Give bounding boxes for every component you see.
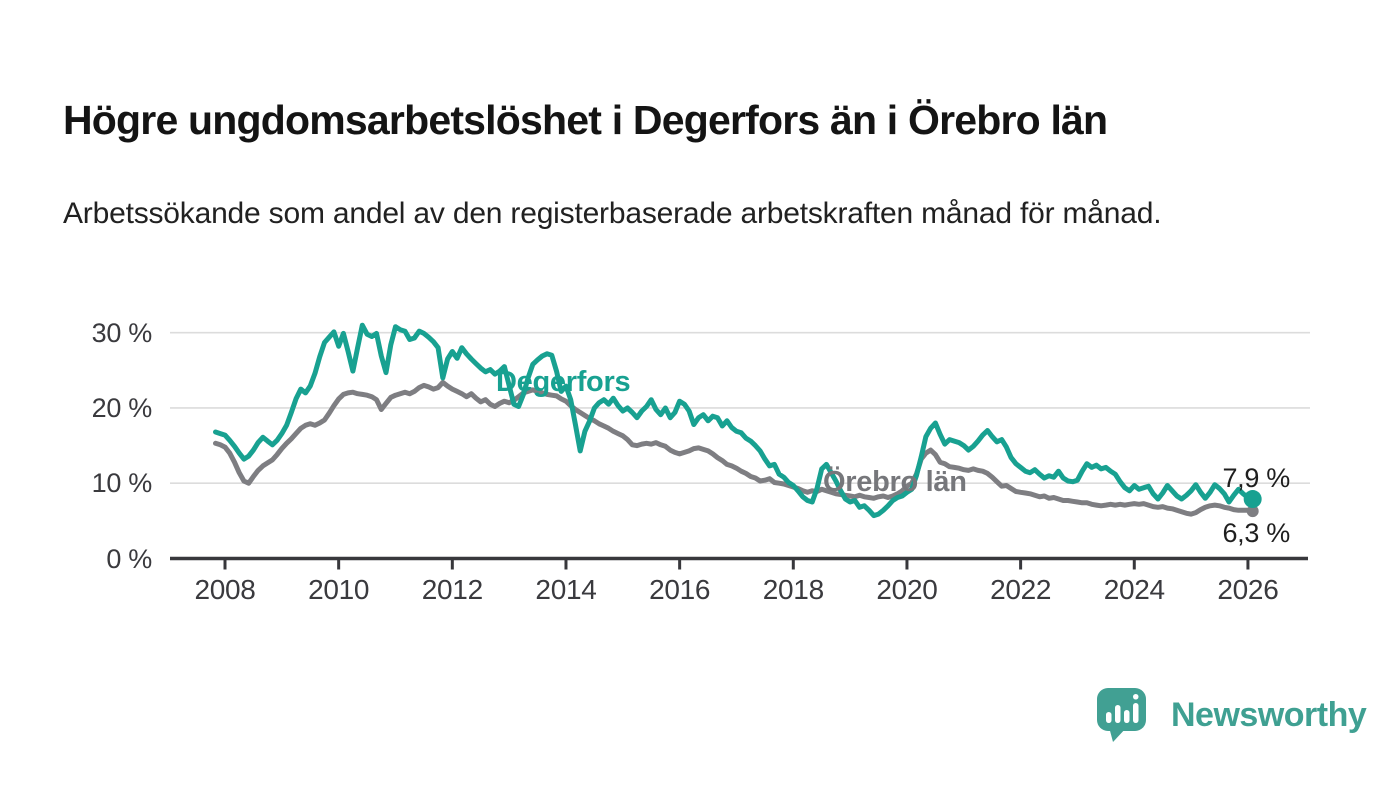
x-tick-label-2010: 2010: [308, 574, 370, 605]
x-tick-label-2016: 2016: [649, 574, 711, 605]
series-line-degerfors: [213, 322, 1256, 519]
newsworthy-speech-bubble-icon: [1097, 688, 1146, 742]
series-label-orebro: Örebro län: [823, 466, 967, 498]
x-tick-label-2022: 2022: [990, 574, 1052, 605]
x-tick-label-2026: 2026: [1217, 574, 1279, 605]
newsworthy-logo-text: Newsworthy: [1171, 696, 1367, 734]
series-end-dot-orebro: [1246, 505, 1259, 518]
y-tick-label-0: 0 %: [106, 543, 152, 574]
end-value-orebro: 6,3 %: [1222, 518, 1290, 548]
page-title: Högre ungdomsarbetslöshet i Degerfors än…: [63, 97, 1108, 144]
x-tick-label-2008: 2008: [194, 574, 256, 605]
x-tick-label-2020: 2020: [876, 574, 938, 605]
end-value-degerfors: 7,9 %: [1222, 463, 1290, 493]
x-tick-label-2018: 2018: [762, 574, 824, 605]
chart-subtitle: Arbetssökande som andel av den registerb…: [63, 197, 1162, 230]
x-tick-label-2014: 2014: [535, 574, 597, 605]
x-tick-label-2012: 2012: [421, 574, 483, 605]
y-tick-label-30: 30 %: [91, 317, 153, 348]
y-tick-label-20: 20 %: [91, 392, 153, 423]
x-tick-label-2024: 2024: [1103, 574, 1165, 605]
y-tick-label-10: 10 %: [91, 468, 153, 499]
series-label-degerfors: Degerfors: [496, 366, 631, 398]
series-end-dot-degerfors: [1243, 490, 1262, 509]
series-line-orebro: [213, 379, 1256, 517]
newsworthy-logo[interactable]: Newsworthy: [1096, 687, 1367, 742]
